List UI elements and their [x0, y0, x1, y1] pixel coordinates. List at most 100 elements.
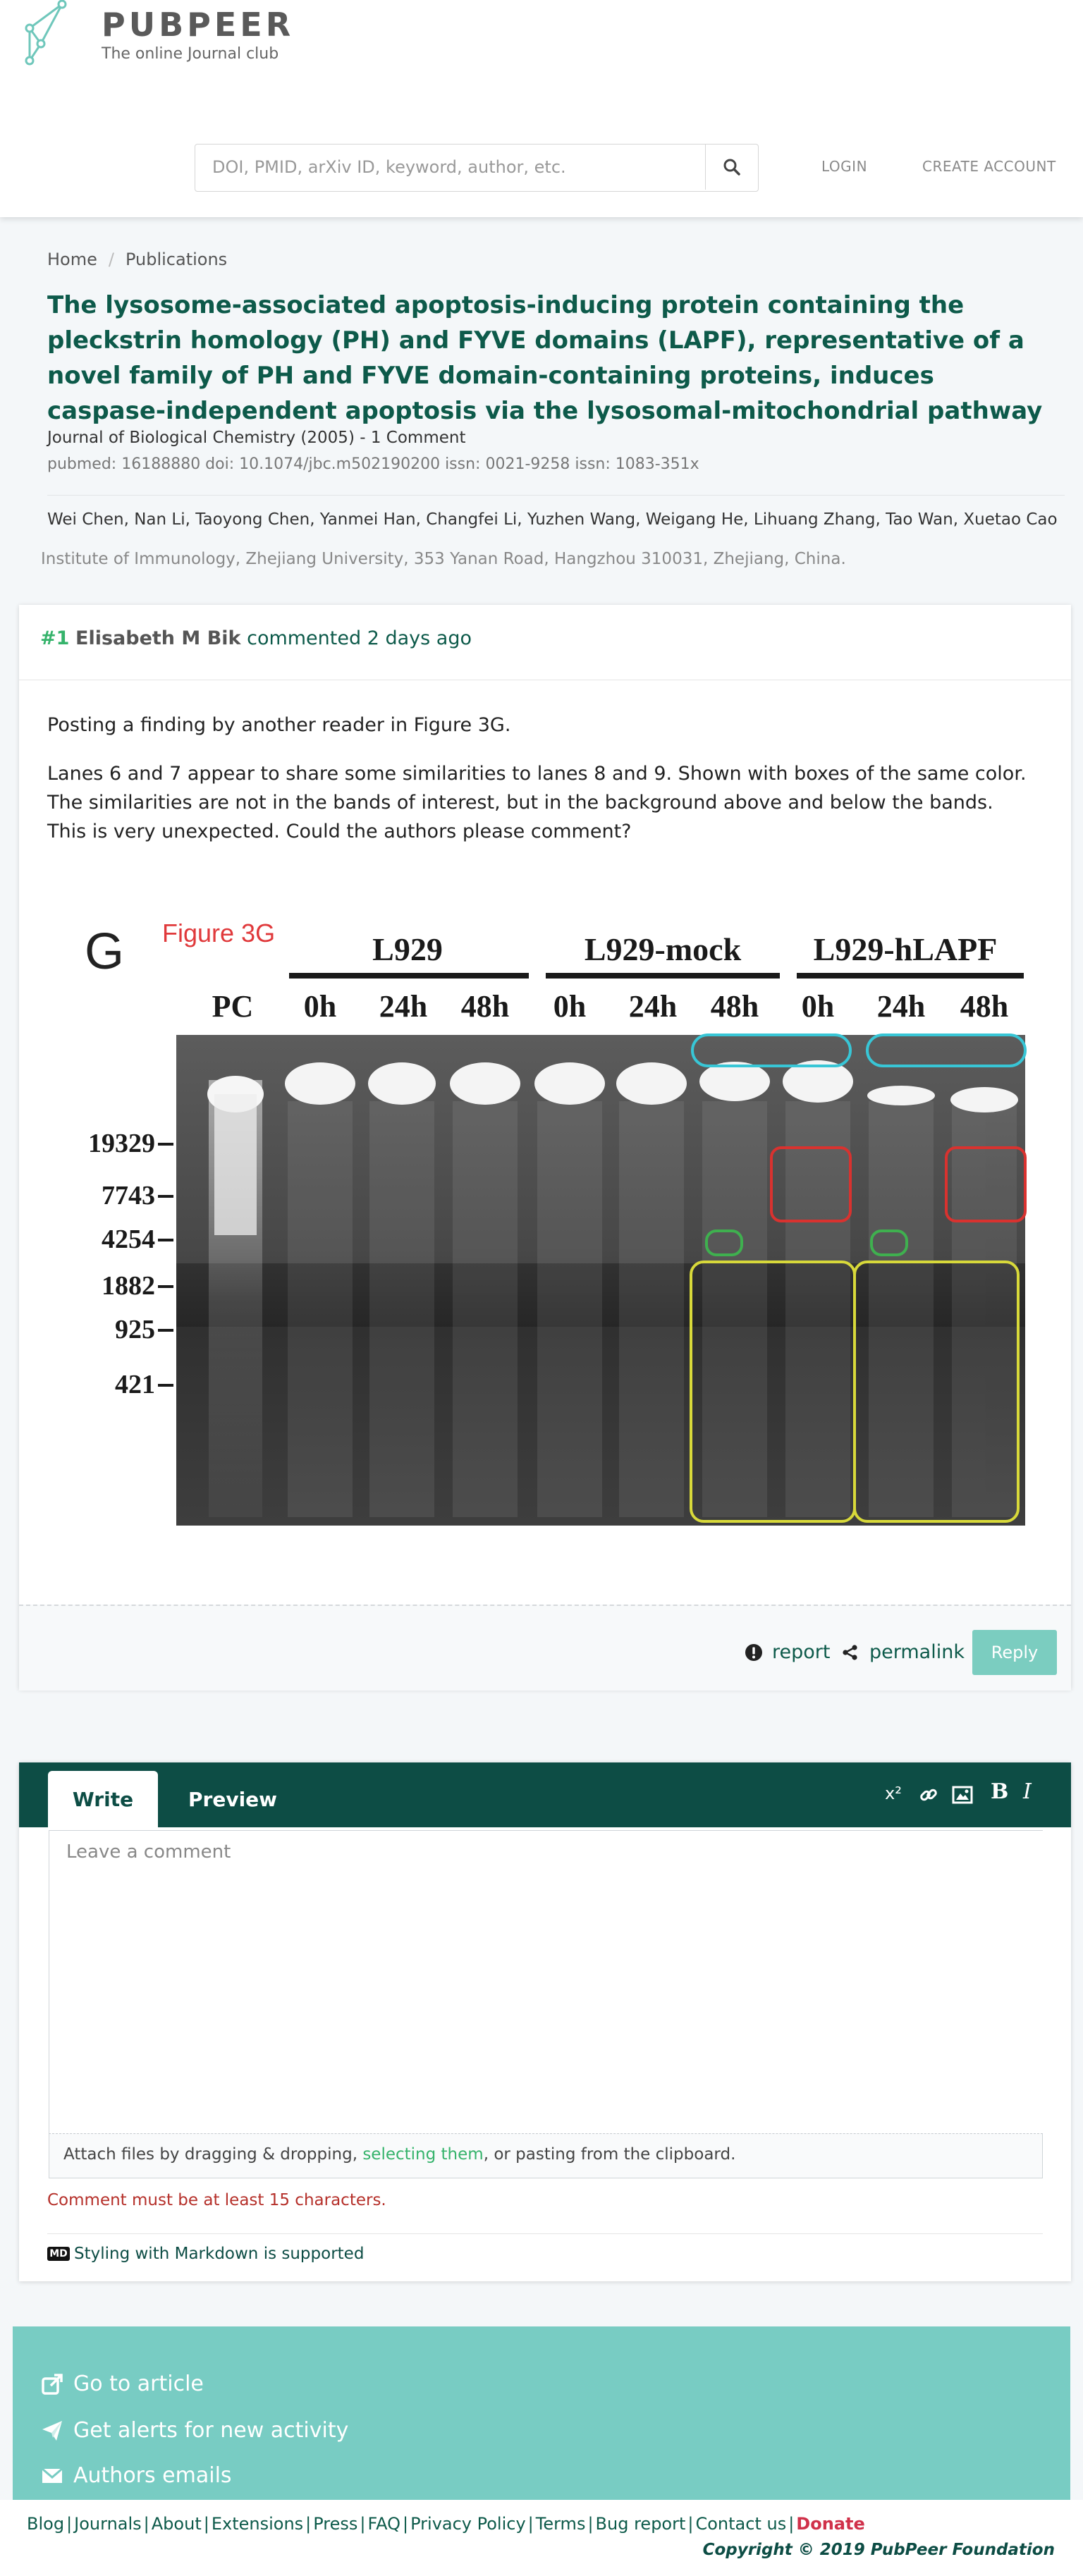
superscript-icon[interactable]: x²	[885, 1784, 902, 1803]
divider	[47, 2233, 1043, 2234]
gel-lane-label: 0h	[304, 989, 336, 1024]
bold-icon[interactable]: B	[991, 1779, 1009, 1804]
gel-lane-label: 48h	[461, 989, 509, 1024]
similarity-boxes	[690, 1034, 1027, 1523]
comment-author: Elisabeth M Bik	[75, 627, 241, 649]
comment-textarea[interactable]	[49, 1831, 1055, 2134]
search-box	[195, 144, 759, 192]
green-box	[870, 1229, 908, 1256]
comment-footer: report permalink Reply	[19, 1605, 1071, 1691]
tab-preview[interactable]: Preview	[188, 1788, 278, 1811]
cyan-box	[866, 1034, 1027, 1067]
brand-tagline: The online Journal club	[102, 45, 279, 63]
search-input[interactable]	[195, 145, 720, 190]
image-icon[interactable]	[952, 1786, 973, 1804]
markdown-note[interactable]: MD Styling with Markdown is supported	[47, 2245, 364, 2263]
footer-link-about[interactable]: About	[151, 2514, 202, 2534]
cyan-box	[691, 1034, 852, 1067]
share-icon	[843, 1644, 857, 1660]
comment-paragraph: Posting a finding by another reader in F…	[47, 714, 511, 736]
go-to-article-label: Go to article	[73, 2372, 204, 2396]
gel-lane-label: 48h	[960, 989, 1008, 1024]
breadcrumb: Home / Publications	[47, 250, 227, 269]
comment-body: Posting a finding by another reader in F…	[47, 711, 1034, 866]
comment-time[interactable]: 2 days ago	[367, 627, 472, 649]
gel-group-label: L929-mock	[585, 931, 742, 967]
tab-write[interactable]: Write	[48, 1771, 158, 1827]
footer-link-journals[interactable]: Journals	[74, 2514, 142, 2534]
get-alerts-link[interactable]: Get alerts for new activity	[41, 2418, 348, 2443]
get-alerts-label: Get alerts for new activity	[73, 2418, 349, 2443]
gel-marker-label: 421	[115, 1370, 155, 1399]
footer-link-press[interactable]: Press	[313, 2514, 358, 2534]
breadcrumb-home[interactable]: Home	[47, 250, 97, 269]
copyright: Copyright © 2019 PubPeer Foundation	[702, 2541, 1055, 2559]
site-footer: Blog | Journals | About | Extensions | Press | FAQ…	[0, 2500, 1083, 2576]
authors-emails-link[interactable]: Authors emails	[41, 2463, 232, 2488]
go-to-article-link[interactable]: Go to article	[41, 2372, 204, 2396]
red-box	[945, 1146, 1027, 1222]
footer-separator: |	[360, 2514, 366, 2534]
publication-title[interactable]: The lysosome-associated apoptosis-induci…	[47, 291, 1043, 425]
publication-authors: Wei Chen, Nan Li, Taoyong Chen, Yanmei H…	[47, 510, 1058, 529]
pubpeer-logo-icon[interactable]	[20, 0, 71, 68]
article-links-panel: Go to article Get alerts for new activit…	[13, 2326, 1070, 2500]
footer-separator: |	[527, 2514, 534, 2534]
editor-area	[49, 1830, 1055, 2134]
footer-link-privacy[interactable]: Privacy Policy	[410, 2514, 526, 2534]
markdown-icon: MD	[47, 2247, 70, 2261]
footer-link-faq[interactable]: FAQ	[367, 2514, 401, 2534]
attach-text: Attach files by dragging & dropping, sel…	[63, 2145, 735, 2164]
footer-separator: |	[403, 2514, 409, 2534]
report-link[interactable]: report	[744, 1641, 830, 1663]
comment-action: commented	[247, 627, 362, 649]
permalink-link[interactable]: permalink	[841, 1641, 965, 1663]
create-account-link[interactable]: CREATE ACCOUNT	[922, 158, 1056, 175]
gel-lane-label: 24h	[379, 989, 427, 1024]
gel-lanes	[207, 1060, 1018, 1517]
red-box	[770, 1146, 852, 1222]
reply-button[interactable]: Reply	[972, 1630, 1057, 1675]
footer-separator: |	[203, 2514, 209, 2534]
attach-files-bar[interactable]: Attach files by dragging & dropping, sel…	[49, 2133, 1043, 2178]
footer-link-donate[interactable]: Donate	[796, 2514, 865, 2534]
gel-figure-image: G Figure 3G L929 L929-mock L929-hLAPF PC…	[85, 919, 1027, 1526]
publication-journal: Journal of Biological Chemistry (2005) -…	[47, 429, 466, 447]
external-link-icon	[42, 2373, 63, 2395]
footer-link-terms[interactable]: Terms	[535, 2514, 586, 2534]
publication-affiliation: Institute of Immunology, Zhejiang Univer…	[41, 550, 846, 568]
editor-toolbar: Write Preview x² B I	[19, 1762, 1071, 1827]
breadcrumb-separator: /	[108, 250, 114, 269]
italic-icon[interactable]: I	[1023, 1779, 1032, 1804]
gel-lane-label: 0h	[553, 989, 586, 1024]
search-button[interactable]	[705, 145, 758, 190]
footer-link-contact[interactable]: Contact us	[695, 2514, 787, 2534]
link-icon[interactable]	[919, 1785, 938, 1805]
select-files-link[interactable]: selecting them	[362, 2145, 484, 2164]
gel-background	[176, 1035, 1025, 1526]
comment-number[interactable]: #1	[40, 627, 70, 649]
divider	[47, 495, 1065, 496]
footer-links: Blog | Journals | About | Extensions | Press | FAQ…	[27, 2514, 865, 2534]
comment-meta: #1 Elisabeth M Bik commented 2 days ago	[40, 627, 472, 649]
gel-lane-label: PC	[212, 989, 254, 1024]
green-box	[705, 1229, 743, 1256]
figure-label: Figure 3G	[162, 919, 275, 947]
footer-link-blog[interactable]: Blog	[27, 2514, 65, 2534]
footer-separator: |	[305, 2514, 312, 2534]
report-label: report	[772, 1641, 831, 1663]
comment-header: #1 Elisabeth M Bik commented 2 days ago	[19, 605, 1071, 680]
login-link[interactable]: LOGIN	[821, 158, 868, 175]
paper-plane-icon	[42, 2420, 62, 2441]
footer-link-extensions[interactable]: Extensions	[211, 2514, 304, 2534]
comment-editor: Write Preview x² B I Attach files by dra…	[19, 1762, 1071, 2281]
gel-lane-label: 48h	[711, 989, 759, 1024]
footer-separator: |	[143, 2514, 149, 2534]
authors-emails-label: Authors emails	[73, 2463, 232, 2488]
comment-paragraph: Lanes 6 and 7 appear to share some simil…	[47, 763, 1027, 842]
footer-link-bug-report[interactable]: Bug report	[595, 2514, 686, 2534]
envelope-icon	[42, 2467, 63, 2483]
brand[interactable]: PUBPEER The online Journal club	[102, 6, 294, 63]
yellow-box	[853, 1261, 1020, 1523]
gel-marker-label: 925	[115, 1315, 155, 1344]
